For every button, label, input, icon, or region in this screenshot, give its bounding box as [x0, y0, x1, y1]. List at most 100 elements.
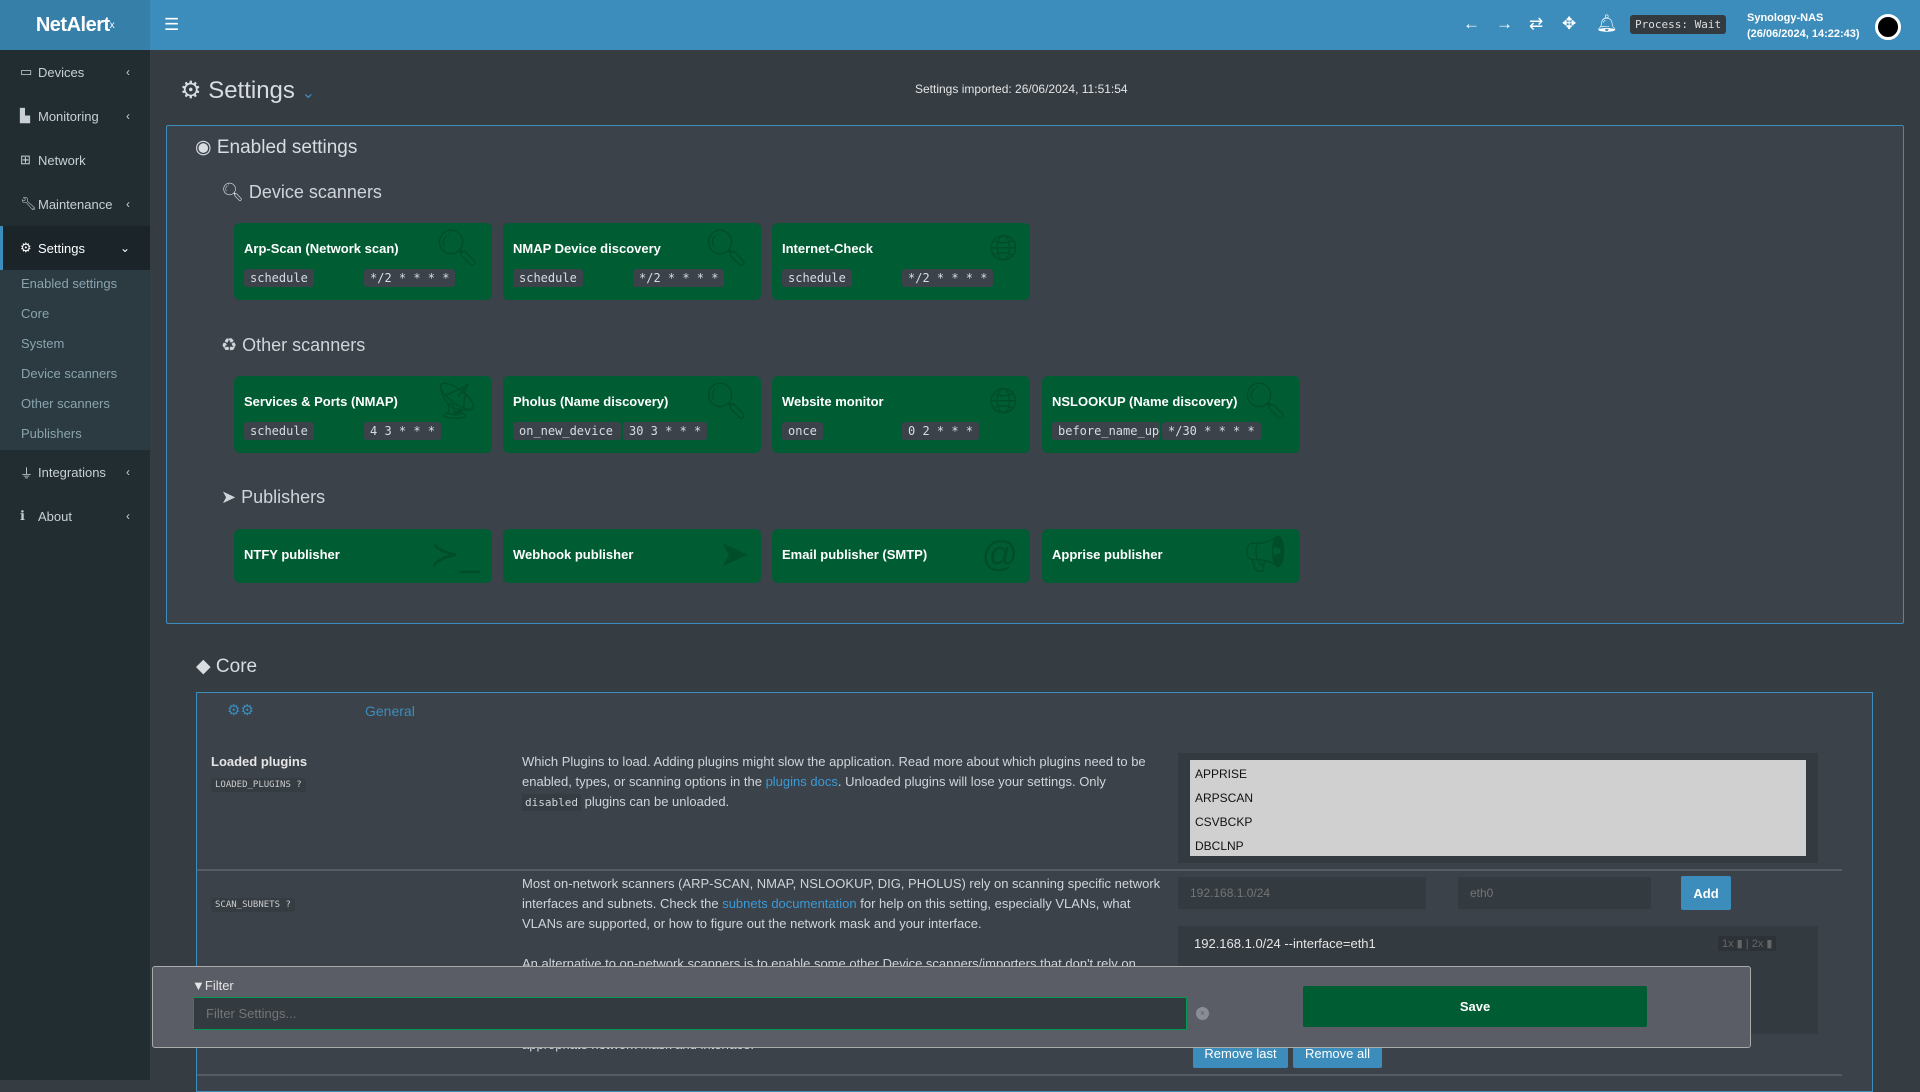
enabled-settings-heading: ◉ Enabled settings: [195, 136, 357, 159]
sidebar-item-about[interactable]: ℹ About ‹: [0, 494, 150, 538]
core-heading: ◆ Core: [196, 655, 257, 678]
plugin-card[interactable]: 🔍︎ Arp-Scan (Network scan) schedule */2 * *…: [234, 223, 492, 300]
hamburger-menu-icon[interactable]: ☰: [164, 15, 180, 34]
plugin-options[interactable]: APPRISE ARPSCAN CSVBCKP DBCLNP: [1190, 760, 1806, 856]
terminal-icon: ≻_: [429, 533, 480, 574]
paper-plane-icon: ➤: [718, 533, 749, 574]
scan-subnets-description: Most on-network scanners (ARP-SCAN, NMAP…: [522, 874, 1162, 934]
submenu-system[interactable]: System: [21, 336, 65, 351]
entry-actions[interactable]: 1x ▮ | 2x ▮: [1718, 936, 1777, 951]
user-avatar[interactable]: [1875, 14, 1901, 40]
chevron-left-icon: ‹: [126, 465, 130, 479]
card-title: Services & Ports (NMAP): [244, 394, 398, 409]
cron-value: */30 * * * *: [1162, 422, 1261, 440]
help-icon[interactable]: ?: [296, 780, 302, 790]
submenu-other-scanners[interactable]: Other scanners: [21, 396, 110, 411]
cron-value: */2 * * * *: [902, 269, 994, 287]
plugin-card[interactable]: 🔍︎ Pholus (Name discovery) on_new_device 30…: [503, 376, 761, 453]
submenu-publishers[interactable]: Publishers: [21, 426, 82, 441]
card-title: Apprise publisher: [1052, 547, 1163, 562]
laptop-icon: ▭: [20, 64, 33, 79]
save-button[interactable]: Save: [1303, 986, 1647, 1027]
other-scanners-heading: ♻ Other scanners: [221, 335, 365, 356]
settings-submenu: Enabled settings Core System Device scan…: [0, 270, 150, 450]
sidebar-item-network[interactable]: ⊞ Network: [0, 138, 150, 182]
logo[interactable]: NetAlert x: [0, 0, 150, 50]
loaded-plugins-description: Which Plugins to load. Adding plugins mi…: [522, 752, 1162, 813]
plugins-docs-link[interactable]: plugins docs: [765, 774, 838, 789]
cron-value: 0 2 * * *: [902, 422, 980, 440]
help-icon[interactable]: ?: [285, 900, 291, 910]
sidebar-label: Maintenance: [38, 196, 113, 212]
loaded-plugins-select[interactable]: APPRISE ARPSCAN CSVBCKP DBCLNP: [1178, 753, 1818, 863]
plugin-option[interactable]: DBCLNP: [1195, 839, 1244, 853]
heading-text: Other scanners: [242, 335, 366, 355]
plugin-card[interactable]: 📢︎ Apprise publisher: [1042, 529, 1300, 583]
card-title: NMAP Device discovery: [513, 241, 661, 256]
code-text: SCAN_SUBNETS: [215, 900, 281, 910]
submenu-device-scanners[interactable]: Device scanners: [21, 366, 118, 381]
at-icon: @: [981, 533, 1018, 574]
plugin-card[interactable]: ➤ Webhook publisher: [503, 529, 761, 583]
diamond-icon: ◆: [196, 656, 211, 677]
sidebar-item-settings[interactable]: ⚙ Settings ⌄: [0, 226, 150, 270]
add-button[interactable]: Add: [1681, 876, 1731, 910]
heading-text: Core: [215, 656, 258, 677]
schedule-mode: before_name_updates: [1052, 422, 1160, 440]
plugin-option[interactable]: CSVBCKP: [1195, 815, 1253, 829]
card-title: Email publisher (SMTP): [782, 547, 928, 562]
subnets-docs-link[interactable]: subnets documentation: [722, 896, 857, 911]
chevron-left-icon: ‹: [126, 109, 130, 123]
filter-label: ▼Filter: [192, 978, 234, 993]
desc-text: plugins can be unloaded.: [580, 794, 730, 809]
plugin-card[interactable]: 🔍︎ NMAP Device discovery schedule */2 * * *…: [503, 223, 761, 300]
sidebar-item-devices[interactable]: ▭ Devices ‹: [0, 50, 150, 94]
refresh-icon[interactable]: ⇄: [1529, 14, 1544, 33]
back-arrow-icon[interactable]: ←: [1463, 14, 1480, 33]
card-title: Arp-Scan (Network scan): [244, 241, 399, 256]
plugin-option[interactable]: APPRISE: [1195, 767, 1248, 781]
plugin-card[interactable]: 🌐︎ Internet-Check schedule */2 * * * *: [772, 223, 1030, 300]
plugin-card[interactable]: 🌐︎ Website monitor once 0 2 * * *: [772, 376, 1030, 453]
forward-arrow-icon[interactable]: →: [1496, 14, 1513, 33]
chart-icon: ▙: [20, 108, 30, 123]
host-name: Synology-NAS: [1747, 12, 1824, 24]
heading-text: Device scanners: [248, 182, 382, 202]
plugin-card[interactable]: ≻_ NTFY publisher: [234, 529, 492, 583]
submenu-enabled-settings[interactable]: Enabled settings: [21, 276, 118, 291]
sidebar-label: Integrations: [38, 464, 106, 480]
submenu-core[interactable]: Core: [21, 306, 50, 321]
interface-input[interactable]: [1458, 877, 1651, 909]
clear-filter-icon[interactable]: ×: [1196, 1007, 1209, 1020]
heading-text: Enabled settings: [216, 137, 358, 158]
divider: [197, 1074, 1842, 1076]
plugin-card[interactable]: 📡︎ Services & Ports (NMAP) schedule 4 3 * *…: [234, 376, 492, 453]
globe-icon: 🌐︎: [989, 380, 1018, 421]
plugin-card[interactable]: 🔍︎ NSLOOKUP (Name discovery) before_name_u…: [1042, 376, 1300, 453]
plugin-option[interactable]: ARPSCAN: [1195, 791, 1254, 805]
move-icon[interactable]: ✥: [1562, 14, 1577, 33]
bell-icon[interactable]: 🔔︎: [1596, 14, 1618, 33]
gears-icon[interactable]: ⚙⚙: [227, 702, 254, 719]
sidebar-item-maintenance[interactable]: 🔧︎ Maintenance ‹: [0, 182, 150, 226]
sidebar-label: Settings: [38, 240, 85, 256]
sidebar-item-monitoring[interactable]: ▙ Monitoring ‹: [0, 94, 150, 138]
plugin-card[interactable]: @ Email publisher (SMTP): [772, 529, 1030, 583]
page-title: ⚙ Settings ⌄: [180, 76, 315, 105]
subnet-entry[interactable]: 192.168.1.0/24 --interface=eth1: [1194, 936, 1376, 951]
schedule-mode: once: [782, 422, 823, 440]
filter-input[interactable]: [193, 997, 1187, 1030]
process-status: Process: Wait: [1630, 15, 1727, 34]
tab-general[interactable]: General: [365, 703, 415, 719]
wrench-icon: 🔧︎: [20, 196, 37, 211]
subnet-input[interactable]: [1178, 877, 1426, 909]
logo-text: NetAlert: [35, 13, 110, 36]
sidebar-item-integrations[interactable]: ⏚ Integrations ‹: [0, 450, 150, 494]
logo-sup: x: [109, 19, 115, 31]
desc-text: Which Plugins to load. Adding plugins mi…: [522, 754, 1146, 789]
double-chevron-down-icon[interactable]: ⌄: [301, 85, 315, 102]
card-title: Webhook publisher: [513, 547, 634, 562]
desc-text: Most on-network scanners (ARP-SCAN, NMAP…: [522, 876, 1161, 911]
gear-icon: ⚙: [180, 77, 202, 104]
chevron-down-icon: ⌄: [119, 241, 130, 255]
